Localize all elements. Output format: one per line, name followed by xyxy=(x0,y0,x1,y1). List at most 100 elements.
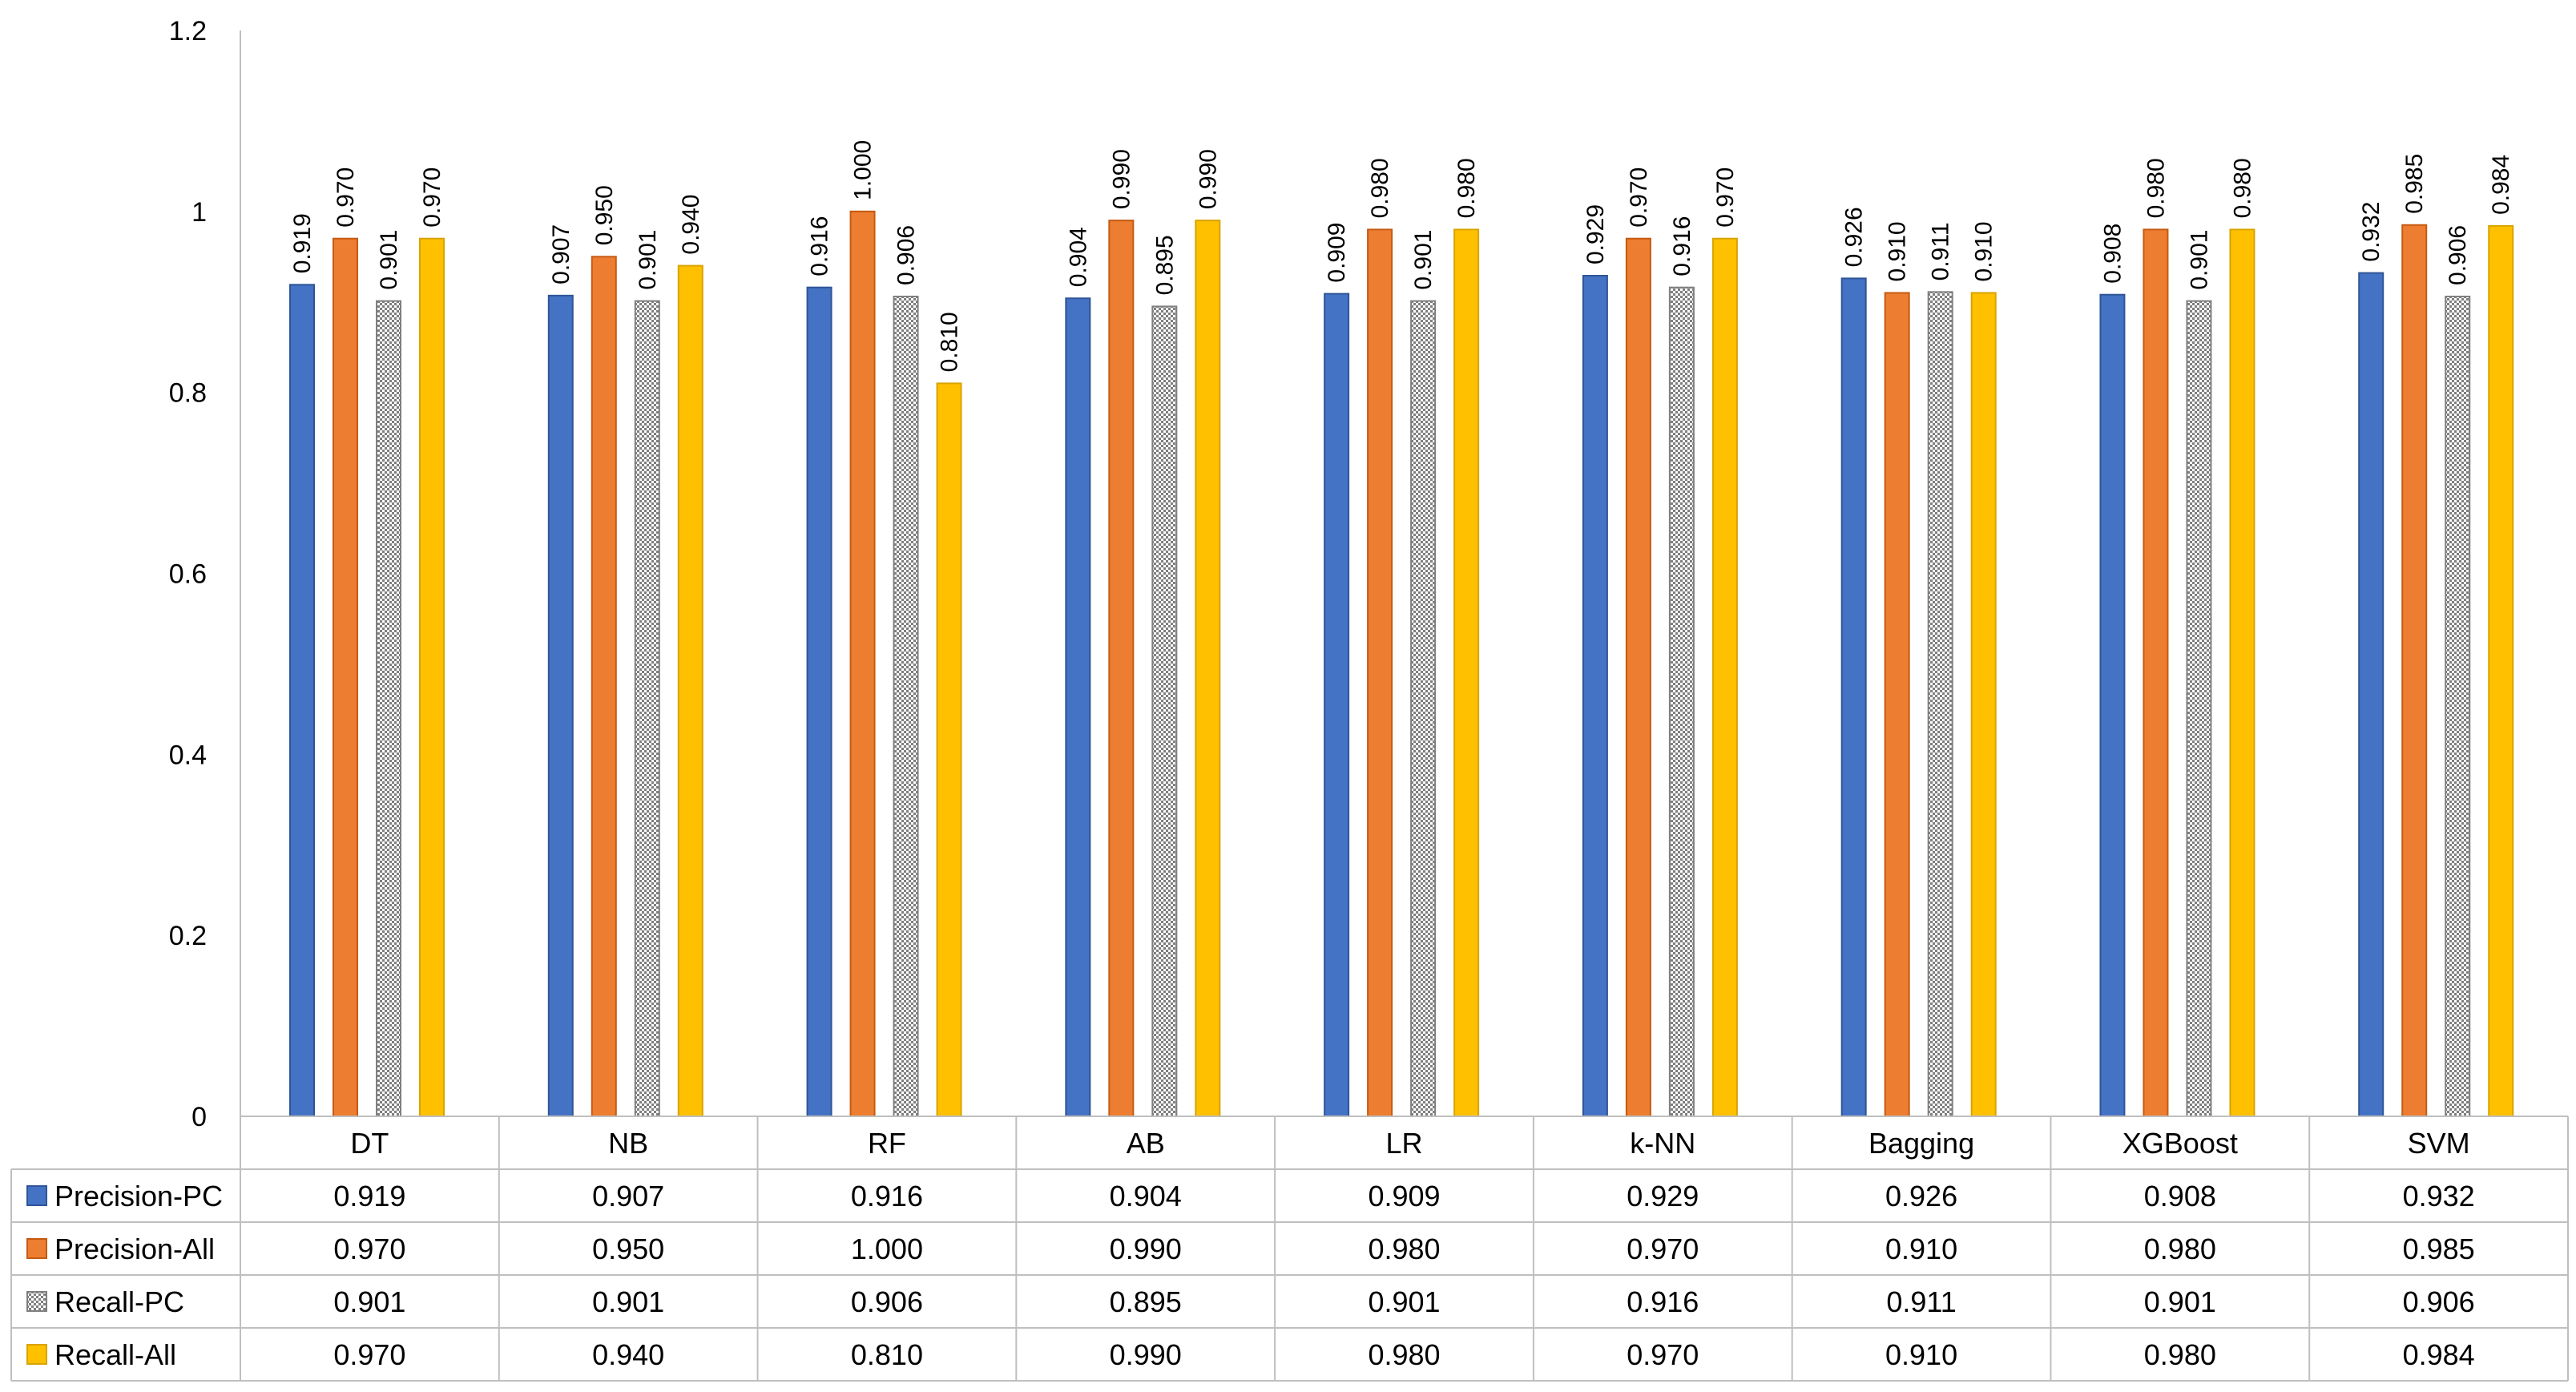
bar-value-label: 0.919 xyxy=(289,213,316,273)
bars: 0.919 0.907 0.916 0.904 0.909 0.929 0.926 0.908… xyxy=(289,140,2514,1118)
x-category-label: LR xyxy=(1385,1127,1422,1160)
table-cell-value: 0.926 xyxy=(1885,1180,1957,1212)
bar-value-label: 0.926 xyxy=(1841,207,1868,267)
table-cell-value: 0.909 xyxy=(1368,1180,1440,1212)
bar-precision-all xyxy=(1367,228,1393,1118)
table-cell-value: 0.970 xyxy=(1627,1338,1699,1371)
bar-value-label: 0.916 xyxy=(1669,216,1695,276)
bar-recall-pc xyxy=(2445,295,2471,1118)
table-cell-value: 0.932 xyxy=(2403,1180,2475,1212)
legend-swatch xyxy=(26,1238,47,1259)
y-tick-label: 0 xyxy=(191,1102,207,1132)
bar-precision-all xyxy=(591,256,617,1118)
bar-value-label: 0.906 xyxy=(2445,225,2471,285)
y-tick-label: 0.2 xyxy=(169,921,207,951)
legend-label: Precision-PC xyxy=(54,1180,223,1212)
bar-precision-all xyxy=(333,237,358,1117)
bar-precision-all xyxy=(2401,224,2428,1117)
table-cell-value: 0.910 xyxy=(1885,1338,1957,1371)
bar-precision-pc xyxy=(1582,275,1608,1118)
bar-recall-all xyxy=(1970,292,1997,1117)
bar-recall-all xyxy=(677,264,703,1117)
bar-value-label: 0.911 xyxy=(1928,222,1954,280)
table-cell-value: 0.984 xyxy=(2403,1338,2475,1371)
table-cell-value: 0.810 xyxy=(851,1338,923,1371)
table-cell-value: 0.980 xyxy=(1368,1338,1440,1371)
bar-recall-pc xyxy=(1668,286,1695,1117)
data-table: DT NB RF AB LR k-NN Bagging XGBoost SVM Precision… xyxy=(10,1116,2569,1382)
bar-value-label: 0.810 xyxy=(937,312,963,372)
bar-recall-pc xyxy=(1927,291,1953,1117)
table-cell-value: 0.990 xyxy=(1110,1338,1182,1371)
table-cell-value: 0.970 xyxy=(1627,1233,1699,1265)
table-cell-value: 0.901 xyxy=(1368,1285,1440,1318)
x-category-label: k-NN xyxy=(1630,1127,1695,1160)
legend-label: Recall-All xyxy=(54,1338,176,1371)
table-cell-value: 1.000 xyxy=(851,1233,923,1265)
bar-precision-pc xyxy=(1840,277,1867,1117)
y-tick-label: 0.4 xyxy=(169,740,207,770)
axes: 0 0.2 0.4 0.6 0.8 1 1.2 xyxy=(169,16,241,1132)
table-cell-value: 0.980 xyxy=(2144,1233,2216,1265)
bar-recall-all xyxy=(1453,228,1480,1118)
x-category-label: SVM xyxy=(2408,1127,2470,1160)
bar-precision-all xyxy=(2143,228,2169,1118)
bar-precision-all xyxy=(849,210,876,1117)
bar-value-label: 0.980 xyxy=(1453,158,1480,218)
bar-value-label: 0.916 xyxy=(807,216,833,276)
bar-value-label: 0.984 xyxy=(2488,155,2514,215)
legend-swatch xyxy=(26,1185,47,1206)
y-tick-label: 0.6 xyxy=(169,559,207,590)
table-cell-value: 0.901 xyxy=(592,1285,664,1318)
table-cell-value: 0.901 xyxy=(333,1285,405,1318)
table-cell-value: 0.970 xyxy=(333,1233,405,1265)
bar-recall-pc xyxy=(2186,300,2212,1117)
x-category-label: RF xyxy=(868,1127,906,1160)
x-category-label: DT xyxy=(350,1127,389,1160)
table-cell-value: 0.980 xyxy=(1368,1233,1440,1265)
bar-precision-pc xyxy=(1324,293,1350,1117)
bar-value-label: 0.907 xyxy=(548,224,574,284)
bar-value-label: 0.901 xyxy=(376,230,402,290)
bar-precision-pc xyxy=(1065,297,1091,1117)
table-cell-value: 0.895 xyxy=(1110,1285,1182,1318)
bar-value-label: 0.980 xyxy=(2229,158,2256,218)
bar-value-label: 0.906 xyxy=(893,225,920,285)
table-cell-value: 0.904 xyxy=(1110,1180,1182,1212)
bar-recall-pc xyxy=(634,300,660,1117)
x-category-label: Bagging xyxy=(1869,1127,1974,1160)
bar-precision-all xyxy=(1884,292,1910,1117)
bar-value-label: 0.910 xyxy=(1971,221,1998,281)
table-cell-value: 0.990 xyxy=(1110,1233,1182,1265)
bar-value-label: 0.950 xyxy=(591,185,618,245)
table-cell-value: 0.985 xyxy=(2403,1233,2475,1265)
table-cell-value: 0.906 xyxy=(2403,1285,2475,1318)
bar-recall-pc xyxy=(1151,305,1178,1118)
table-cell-value: 0.929 xyxy=(1627,1180,1699,1212)
bar-value-label: 0.909 xyxy=(1324,223,1350,283)
bar-value-label: 0.970 xyxy=(333,167,359,228)
bar-value-label: 0.901 xyxy=(1410,230,1437,290)
table-cell-value: 0.940 xyxy=(592,1338,664,1371)
table-cell-value: 0.970 xyxy=(333,1338,405,1371)
table-cell-value: 0.911 xyxy=(1886,1285,1956,1318)
bar-value-label: 0.940 xyxy=(678,195,704,255)
table-cell-value: 0.916 xyxy=(851,1180,923,1212)
x-category-label: NB xyxy=(608,1127,648,1160)
bar-recall-all xyxy=(1711,237,1738,1117)
bar-value-label: 0.895 xyxy=(1151,235,1178,295)
y-tick-label: 1.2 xyxy=(169,16,207,46)
bar-precision-pc xyxy=(2099,293,2126,1117)
bar-value-label: 0.910 xyxy=(1885,221,1911,281)
bar-recall-all xyxy=(2229,228,2256,1118)
legend-swatch xyxy=(26,1344,47,1365)
bar-value-label: 0.985 xyxy=(2401,154,2428,214)
bar-value-label: 0.929 xyxy=(1582,204,1609,264)
bar-value-label: 0.932 xyxy=(2358,202,2385,262)
bar-value-label: 0.970 xyxy=(1626,167,1652,228)
table-cell-value: 0.901 xyxy=(2144,1285,2216,1318)
bar-recall-pc xyxy=(893,295,919,1118)
table-cell-value: 0.919 xyxy=(333,1180,405,1212)
